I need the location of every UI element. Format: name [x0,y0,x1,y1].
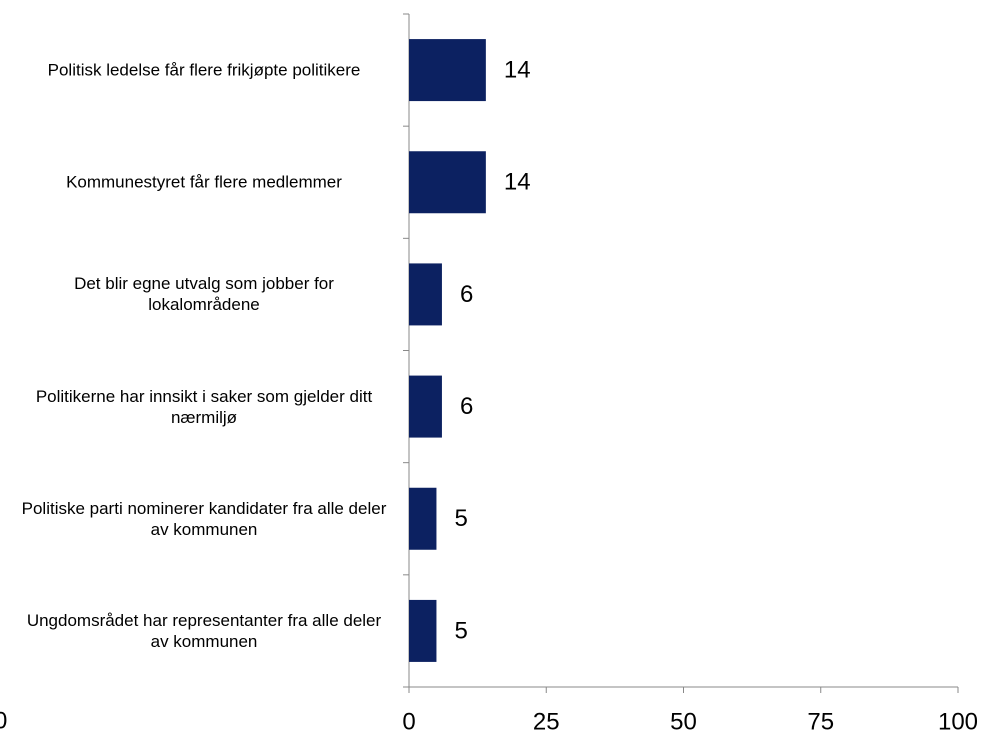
x-tick-label: 100 [938,708,978,735]
category-label: Politiske parti nominerer kandidater fra… [21,498,387,539]
bar [409,599,437,662]
value-label: 5 [454,505,467,532]
x-tick-label: 50 [670,708,697,735]
bar [409,487,437,550]
category-label: Ungdomsrådet har representanter fra alle… [26,610,382,651]
value-label: 6 [460,281,473,308]
category-label: Politikerne har innsikt i saker som gjel… [35,386,373,427]
category-label: Politisk ledelse får flere frikjøpte pol… [47,60,361,80]
value-label: 14 [504,56,531,83]
x-tick-label: 25 [533,708,560,735]
x-tick-label: 75 [807,708,834,735]
category-label: Kommunestyret får flere medlemmer [66,172,342,192]
x-tick-label: 0 [402,708,415,735]
category-label: Det blir egne utvalg som jobber for loka… [74,274,334,315]
value-label: 14 [504,169,531,196]
stray-label: 0 [0,707,7,734]
bar [409,39,486,102]
value-label: 5 [454,617,467,644]
bar [409,375,442,438]
bar [409,151,486,214]
bar [409,263,442,326]
value-label: 6 [460,393,473,420]
